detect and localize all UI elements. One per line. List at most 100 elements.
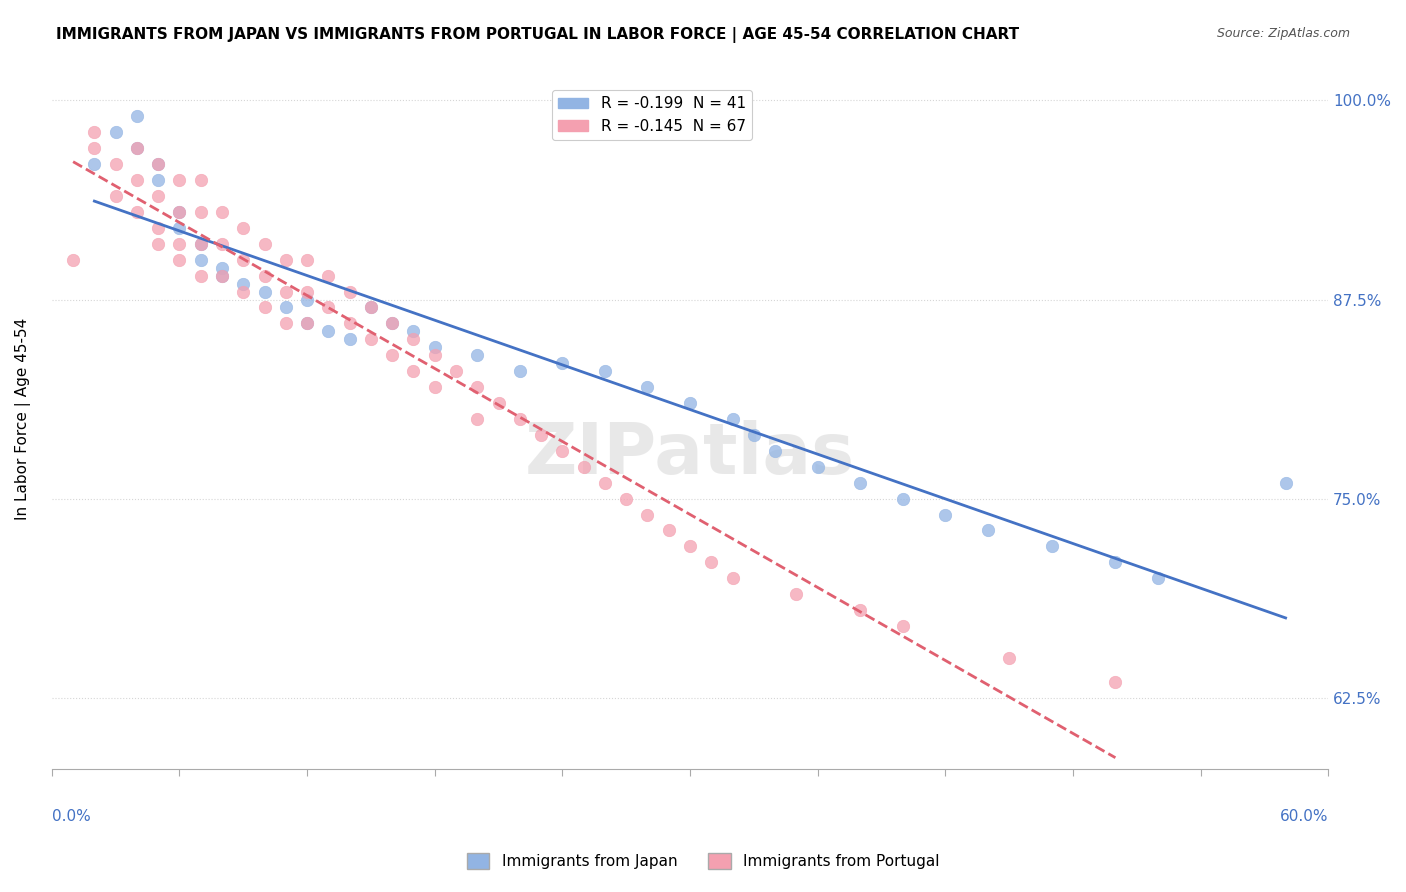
Point [318,324,340,338]
Point [253,301,276,315]
Point [169,205,191,219]
Point [1104,674,1126,689]
Point [169,205,191,219]
Point [488,396,510,410]
Point [807,459,830,474]
Point [679,396,702,410]
Point [295,285,318,299]
Point [721,571,744,585]
Point [998,651,1021,665]
Point [190,173,212,187]
Point [190,252,212,267]
Point [381,317,404,331]
Text: 60.0%: 60.0% [1279,809,1329,824]
Legend: Immigrants from Japan, Immigrants from Portugal: Immigrants from Japan, Immigrants from P… [460,847,946,875]
Point [339,317,361,331]
Point [295,293,318,307]
Point [232,285,254,299]
Point [465,412,488,426]
Point [169,220,191,235]
Point [295,317,318,331]
Legend: R = -0.199  N = 41, R = -0.145  N = 67: R = -0.199 N = 41, R = -0.145 N = 67 [551,90,752,140]
Point [62,252,84,267]
Point [402,364,425,378]
Point [614,491,637,506]
Point [211,205,233,219]
Point [679,540,702,554]
Point [360,332,382,346]
Text: 0.0%: 0.0% [52,809,90,824]
Point [444,364,467,378]
Point [551,356,574,370]
Point [169,173,191,187]
Point [148,157,170,171]
Point [211,268,233,283]
Point [636,508,658,522]
Point [402,324,425,338]
Point [125,141,148,155]
Point [318,301,340,315]
Point [274,301,297,315]
Point [169,252,191,267]
Point [148,220,170,235]
Point [1040,540,1063,554]
Point [658,524,681,538]
Point [148,157,170,171]
Point [700,555,723,569]
Point [274,252,297,267]
Point [891,619,914,633]
Point [190,236,212,251]
Text: Source: ZipAtlas.com: Source: ZipAtlas.com [1216,27,1350,40]
Point [551,443,574,458]
Point [295,317,318,331]
Point [125,109,148,123]
Point [190,268,212,283]
Point [742,428,765,442]
Point [360,301,382,315]
Point [572,459,595,474]
Point [402,332,425,346]
Point [1104,555,1126,569]
Point [977,524,1000,538]
Point [593,364,616,378]
Point [190,205,212,219]
Point [211,260,233,275]
Point [148,236,170,251]
Point [295,252,318,267]
Point [465,380,488,394]
Point [849,475,872,490]
Point [190,236,212,251]
Point [849,603,872,617]
Point [253,268,276,283]
Point [339,285,361,299]
Point [232,277,254,291]
Point [125,173,148,187]
Point [423,348,446,362]
Point [232,220,254,235]
Point [104,125,127,139]
Point [509,364,531,378]
Point [169,236,191,251]
Point [125,205,148,219]
Point [423,380,446,394]
Point [274,285,297,299]
Point [636,380,658,394]
Point [339,332,361,346]
Point [509,412,531,426]
Point [318,268,340,283]
Point [785,587,807,601]
Point [83,125,105,139]
Text: ZIPatlas: ZIPatlas [524,419,855,489]
Point [360,301,382,315]
Point [83,141,105,155]
Point [381,348,404,362]
Point [381,317,404,331]
Point [1147,571,1170,585]
Point [423,340,446,354]
Point [83,157,105,171]
Point [211,236,233,251]
Point [891,491,914,506]
Text: IMMIGRANTS FROM JAPAN VS IMMIGRANTS FROM PORTUGAL IN LABOR FORCE | AGE 45-54 COR: IMMIGRANTS FROM JAPAN VS IMMIGRANTS FROM… [56,27,1019,43]
Point [721,412,744,426]
Point [253,236,276,251]
